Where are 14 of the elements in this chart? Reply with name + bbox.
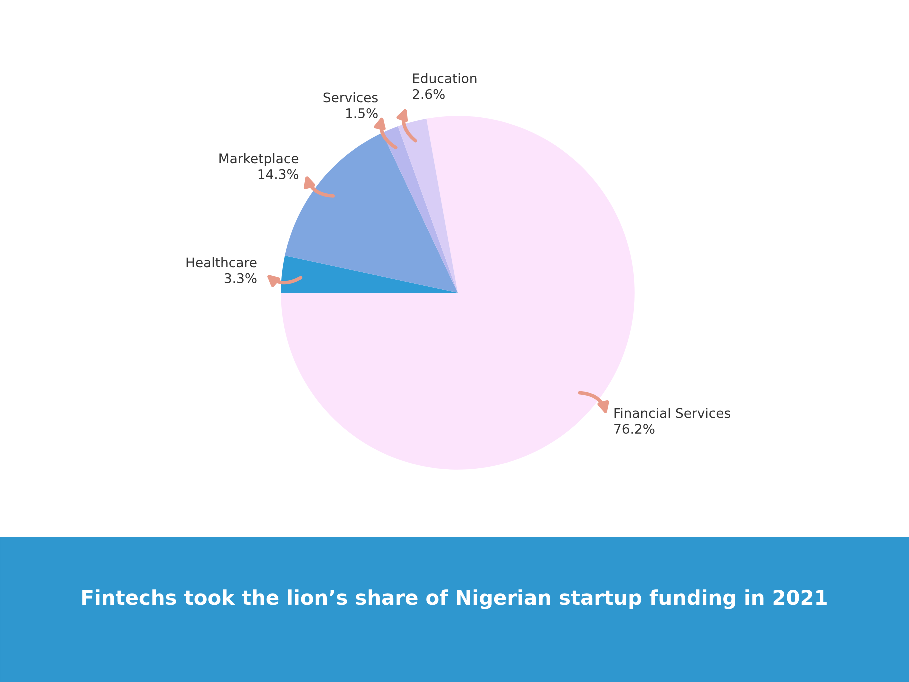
data-label: 14.3% — [258, 169, 299, 180]
slice-label: Education — [413, 73, 477, 84]
data-label: 2.6% — [413, 89, 445, 100]
slice-label: Healthcare — [186, 257, 257, 268]
text: Fintechs took the lion’s share of Nigerian startup funding in 2021 — [82, 590, 827, 610]
slice-label: Services — [324, 92, 378, 103]
slice-label: Marketplace — [220, 153, 299, 166]
pie-slice — [281, 256, 458, 293]
data-label: 76.2% — [614, 424, 655, 434]
data-label: 1.5% — [346, 108, 378, 118]
pie-slice — [398, 118, 458, 293]
slice-label: Financial Services — [614, 408, 730, 418]
data-label: 3.3% — [224, 273, 257, 284]
pie-slice — [382, 126, 458, 293]
